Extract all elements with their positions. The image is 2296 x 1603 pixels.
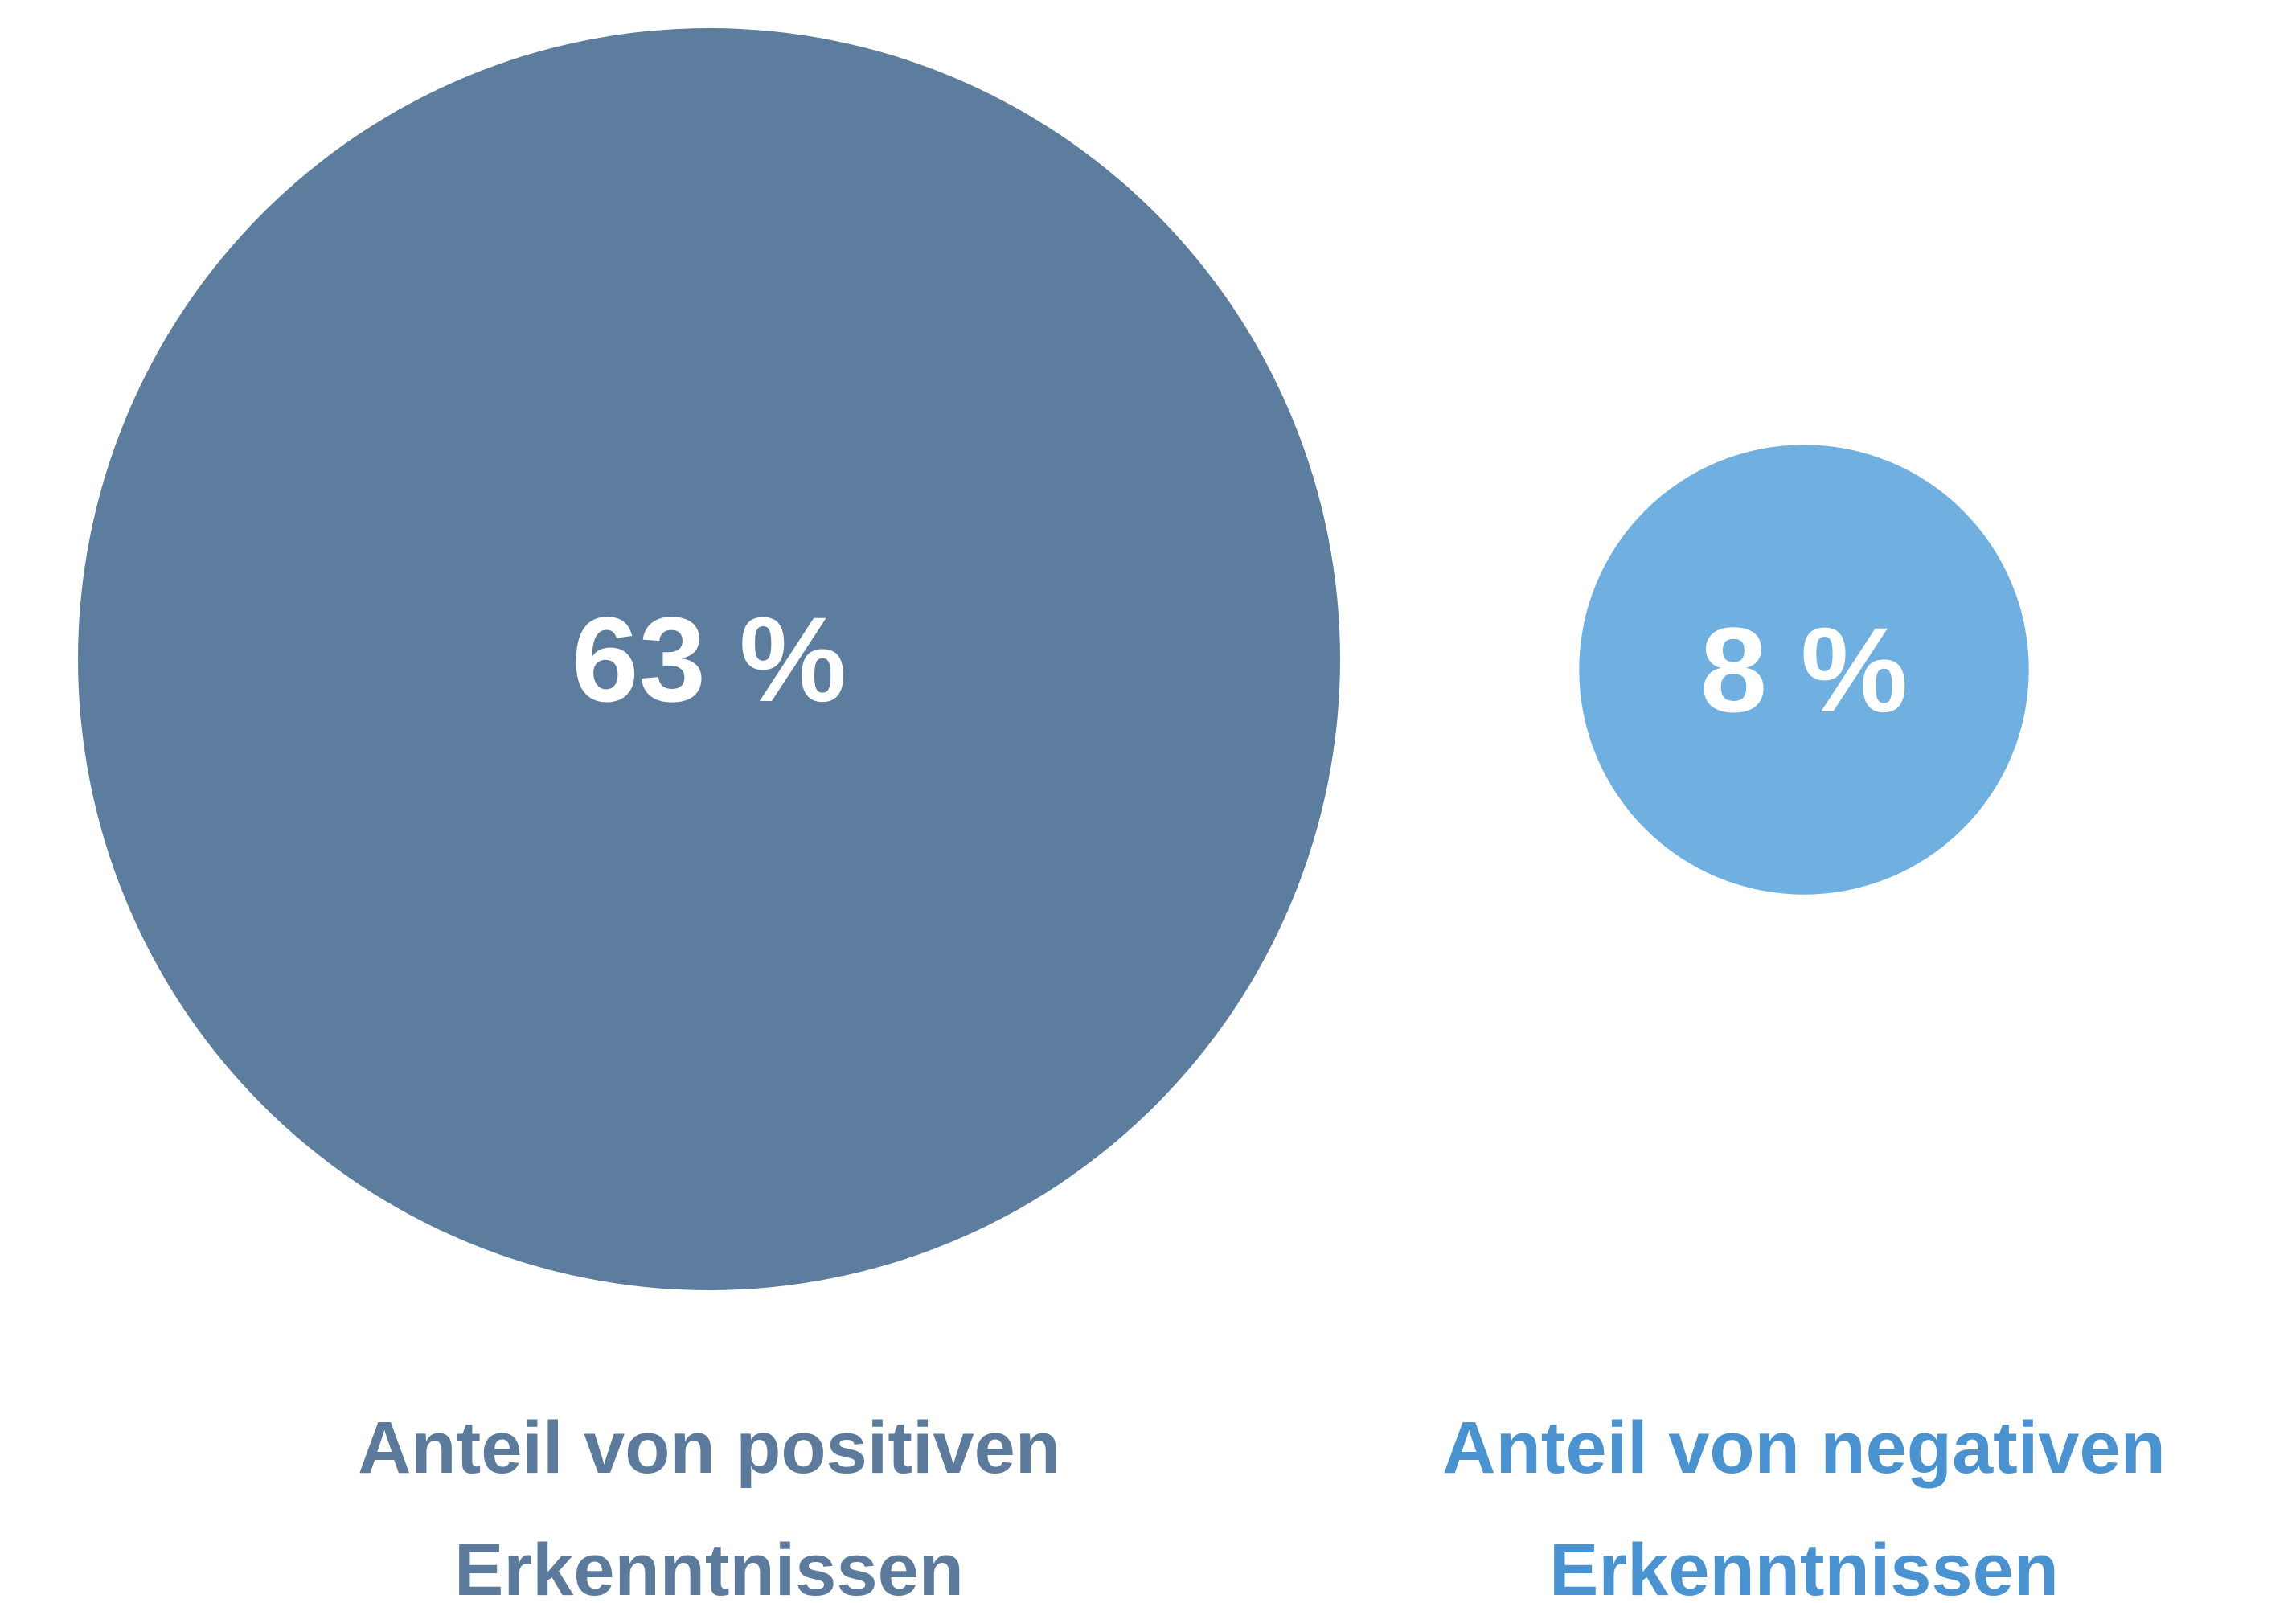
- value-label: 8 %: [1700, 602, 1908, 737]
- bubble: [78, 28, 1340, 1290]
- value-label: 63 %: [572, 592, 847, 727]
- category-label: Anteil von positiven Erkenntnissen: [357, 1407, 1061, 1603]
- category-label: Anteil von negativen Erkenntnissen: [1442, 1407, 2166, 1603]
- bubble: [1579, 445, 2029, 895]
